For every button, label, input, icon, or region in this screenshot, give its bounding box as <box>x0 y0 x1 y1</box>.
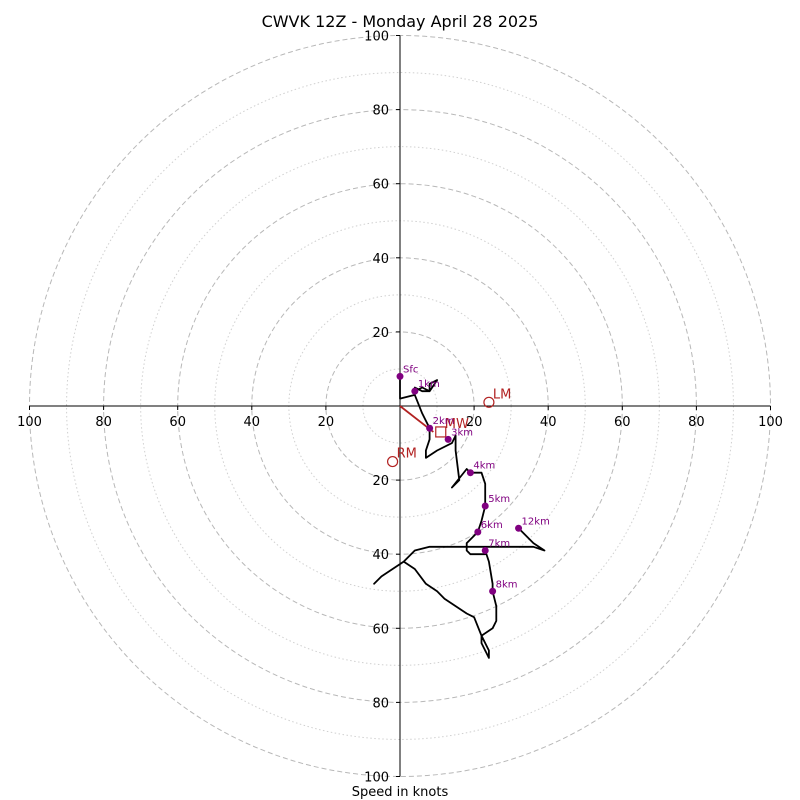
x-axis-label: Speed in knots <box>352 785 449 800</box>
height-marker-3km <box>444 435 452 443</box>
height-marker-4km <box>466 469 474 477</box>
height-label-12km: 12km <box>522 516 550 527</box>
x-tick-label: 40 <box>244 415 261 430</box>
x-tick-label: 100 <box>758 415 783 430</box>
y-tick-label: 60 <box>372 622 389 637</box>
height-label-3km: 3km <box>451 427 473 438</box>
height-label-7km: 7km <box>488 538 510 549</box>
height-label-8km: 8km <box>496 579 518 590</box>
chart-title: CWVK 12Z - Monday April 28 2025 <box>262 12 539 31</box>
height-marker-sfc <box>396 372 404 380</box>
tick-labels: 100 100 80 80 60 60 40 40 20 20 20 20 40 40 60 60 80 80 10… <box>17 30 783 786</box>
x-tick-label: 80 <box>95 415 112 430</box>
hodograph-trace <box>373 375 546 659</box>
storm-motion-mw <box>435 426 447 438</box>
x-tick-label: 100 <box>17 415 42 430</box>
hodograph-line <box>373 375 546 659</box>
height-marker-12km <box>515 524 523 532</box>
x-tick-label: 20 <box>466 415 483 430</box>
height-label-1km: 1km <box>418 379 440 390</box>
storm-motion-label-lm: LM <box>493 387 511 402</box>
y-tick-label: 40 <box>372 252 389 267</box>
y-tick-label: 20 <box>372 474 389 489</box>
y-tick-label: 80 <box>372 696 389 711</box>
y-tick-label: 100 <box>364 30 389 45</box>
height-label-2km: 2km <box>433 416 455 427</box>
x-tick-label: 60 <box>614 415 631 430</box>
height-label-4km: 4km <box>473 461 495 472</box>
storm-motion-lm <box>483 396 495 408</box>
height-marker-8km <box>489 587 497 595</box>
height-label-6km: 6km <box>481 520 503 531</box>
y-tick-label: 20 <box>372 326 389 341</box>
y-tick-label: 60 <box>372 178 389 193</box>
height-marker-7km <box>481 546 489 554</box>
height-marker-2km <box>426 424 434 432</box>
y-tick-label: 80 <box>372 104 389 119</box>
x-tick-label: 40 <box>540 415 557 430</box>
storm-motion-label-rm: RM <box>397 447 417 462</box>
height-marker-6km <box>474 528 482 536</box>
height-label-sfc: Sfc <box>403 364 418 375</box>
storm-motion-label-mw: MW <box>445 417 469 432</box>
x-tick-label: 60 <box>169 415 186 430</box>
y-tick-label: 100 <box>364 771 389 786</box>
x-tick-label: 80 <box>688 415 705 430</box>
height-marker-5km <box>481 502 489 510</box>
storm-motion-rm <box>386 455 399 468</box>
x-tick-label: 20 <box>318 415 335 430</box>
height-marker-1km <box>411 387 419 395</box>
height-label-5km: 5km <box>488 494 510 505</box>
y-tick-label: 40 <box>372 548 389 563</box>
